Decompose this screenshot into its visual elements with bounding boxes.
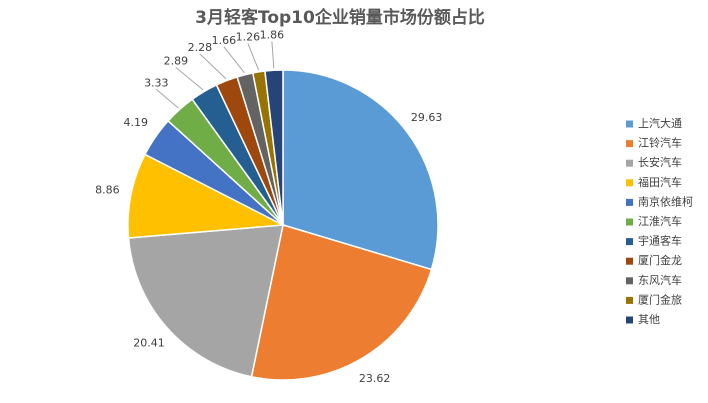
legend-label: 长安汽车	[638, 155, 682, 169]
leader-line	[247, 43, 259, 71]
legend-swatch	[626, 238, 633, 246]
pie-slice	[250, 224, 433, 381]
data-label: 20.41	[133, 337, 165, 350]
leader-line	[271, 41, 275, 69]
legend-swatch	[626, 140, 633, 148]
legend-label: 上汽大通	[638, 116, 682, 130]
chart-title: 3月轻客Top10企业销量市场份额占比	[195, 7, 485, 28]
data-label: 29.63	[411, 111, 443, 124]
data-label: 2.89	[164, 54, 189, 67]
legend-label: 厦门金旅	[638, 292, 682, 306]
legend-swatch	[626, 120, 633, 128]
data-label: 2.28	[188, 41, 213, 54]
legend-label: 东风汽车	[638, 273, 682, 287]
pie-slice	[264, 69, 284, 226]
leader-line	[175, 67, 204, 91]
legend-label: 福田汽车	[638, 175, 682, 189]
legend-swatch	[626, 159, 633, 167]
legend-swatch	[626, 277, 633, 285]
legend-swatch	[626, 257, 633, 265]
data-label: 8.86	[95, 183, 120, 196]
legend-label: 江铃汽车	[638, 136, 682, 150]
leader-line	[155, 89, 179, 109]
data-label: 3.33	[144, 76, 169, 89]
data-label: 1.86	[260, 28, 285, 41]
data-label: 1.66	[212, 34, 237, 47]
legend-label: 厦门金龙	[638, 253, 682, 267]
legend-swatch	[626, 218, 633, 226]
leader-line	[223, 46, 245, 74]
data-label: 1.26	[236, 30, 261, 43]
legend-swatch	[626, 296, 633, 304]
leader-line	[199, 53, 227, 80]
pie-slice	[127, 153, 286, 239]
legend-label: 江淮汽车	[638, 214, 682, 228]
legend-swatch	[626, 198, 633, 206]
pie-slice	[127, 224, 284, 378]
legend-swatch	[626, 179, 633, 187]
legend-label: 南京依维柯	[638, 194, 693, 208]
legend-swatch	[626, 316, 633, 324]
legend-label: 其他	[638, 313, 660, 326]
pie-slice	[282, 69, 439, 271]
legend-label: 宇通客车	[638, 234, 682, 248]
data-label: 4.19	[123, 116, 148, 129]
data-label: 23.62	[359, 372, 391, 385]
